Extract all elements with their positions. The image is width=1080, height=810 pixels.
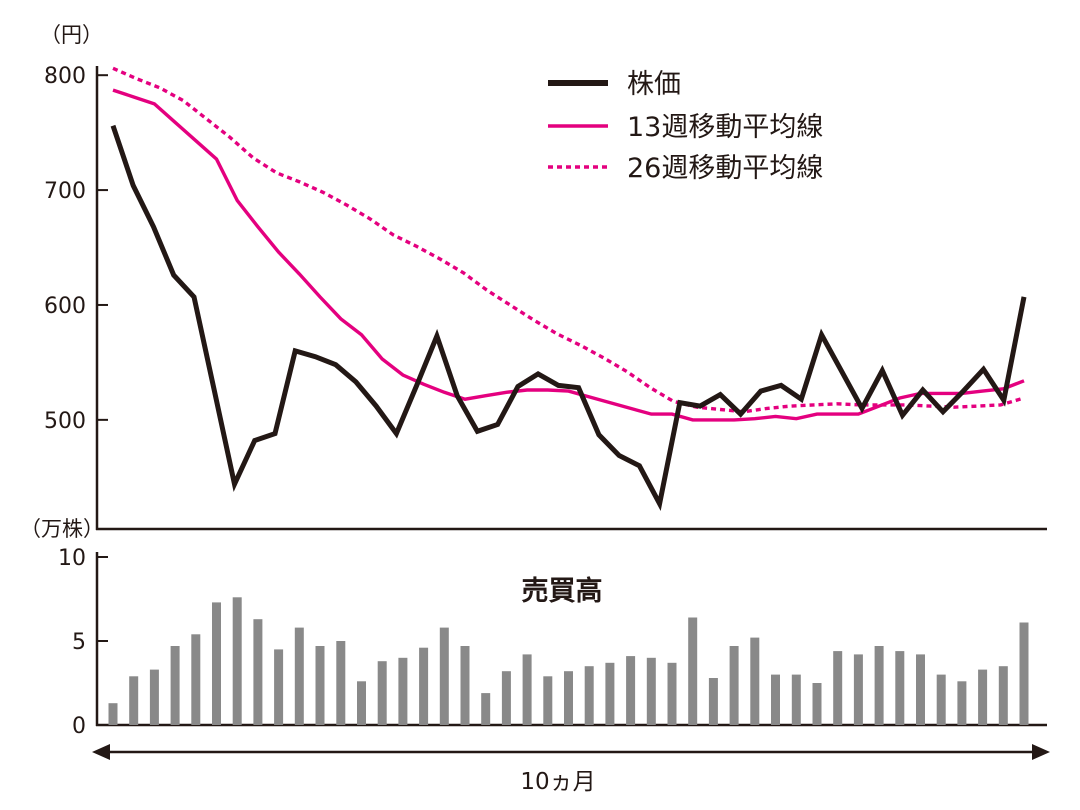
volume-y-ticks: 0 5 10 <box>58 546 108 739</box>
legend: 株価 13週移動平均線 26週移動平均線 <box>548 69 823 184</box>
price-y-ticks: 500 600 700 800 <box>44 64 108 434</box>
ma26-line <box>112 66 1025 414</box>
volume-bar <box>812 683 822 725</box>
legend-label: 26週移動平均線 <box>627 153 823 184</box>
volume-bar <box>688 617 698 725</box>
volume-y-tick-label: 5 <box>72 630 86 655</box>
volume-bar <box>998 666 1008 725</box>
volume-bar <box>791 674 801 725</box>
price-line <box>110 124 1027 512</box>
price-y-tick-label: 600 <box>44 294 86 319</box>
volume-bar <box>978 669 988 725</box>
volume-panel: （万株） 0 5 10 売買高 <box>20 517 1047 739</box>
volume-bar <box>294 627 304 725</box>
volume-bar <box>936 674 946 725</box>
volume-bar <box>771 674 780 725</box>
volume-y-tick-label: 0 <box>72 714 86 739</box>
volume-bar <box>708 678 718 725</box>
volume-bar <box>501 671 511 725</box>
volume-bar <box>149 669 159 725</box>
volume-bar <box>957 681 967 725</box>
ma13-line <box>112 88 1025 422</box>
volume-bar <box>916 654 925 725</box>
volume-y-unit-label: （万株） <box>20 517 104 541</box>
period-arrow-left-icon <box>92 744 110 760</box>
volume-bar <box>253 619 263 725</box>
volume-title: 売買高 <box>522 575 603 607</box>
volume-bar <box>564 671 573 725</box>
volume-bar <box>377 661 387 725</box>
volume-bar <box>108 703 118 725</box>
price-y-tick-label: 500 <box>44 409 86 434</box>
price-y-tick-label: 700 <box>44 179 86 204</box>
volume-bar <box>750 637 760 725</box>
volume-bar <box>315 646 325 725</box>
volume-bar <box>853 654 863 725</box>
period-indicator: 10ヵ月 <box>92 744 1050 795</box>
volume-bar <box>439 627 449 725</box>
volume-bar <box>522 654 532 725</box>
volume-bar <box>460 646 470 725</box>
volume-bars <box>108 597 1029 725</box>
volume-bar <box>584 666 594 725</box>
volume-bar <box>605 662 615 725</box>
volume-bar <box>833 651 843 725</box>
period-arrow-right-icon <box>1032 744 1050 760</box>
legend-label: 13週移動平均線 <box>627 112 823 143</box>
price-panel: （円） 500 600 700 800 株価 13週移動平均線 26週移動平均線 <box>40 23 1047 531</box>
price-y-tick-label: 800 <box>44 64 86 89</box>
volume-bar <box>398 657 408 725</box>
volume-bar <box>874 646 884 725</box>
volume-bar <box>626 656 636 725</box>
volume-bar <box>419 647 429 725</box>
volume-bar <box>232 597 242 725</box>
volume-bar <box>543 676 553 725</box>
volume-bar <box>191 634 201 725</box>
volume-bar <box>129 676 139 725</box>
volume-bar <box>357 681 366 725</box>
price-y-unit-label: （円） <box>40 23 103 47</box>
price-series-lines <box>110 66 1027 512</box>
legend-label: 株価 <box>627 69 681 100</box>
volume-bar <box>895 651 905 725</box>
volume-bar <box>1019 622 1029 725</box>
volume-bar <box>336 641 346 725</box>
volume-y-tick-label: 10 <box>58 546 86 571</box>
volume-bar <box>212 602 221 725</box>
volume-bar <box>667 662 677 725</box>
period-label: 10ヵ月 <box>520 769 595 795</box>
volume-bar <box>274 649 284 725</box>
volume-bar <box>170 646 180 725</box>
volume-bar <box>481 693 491 725</box>
volume-bar <box>646 657 656 725</box>
volume-bar <box>729 646 739 725</box>
